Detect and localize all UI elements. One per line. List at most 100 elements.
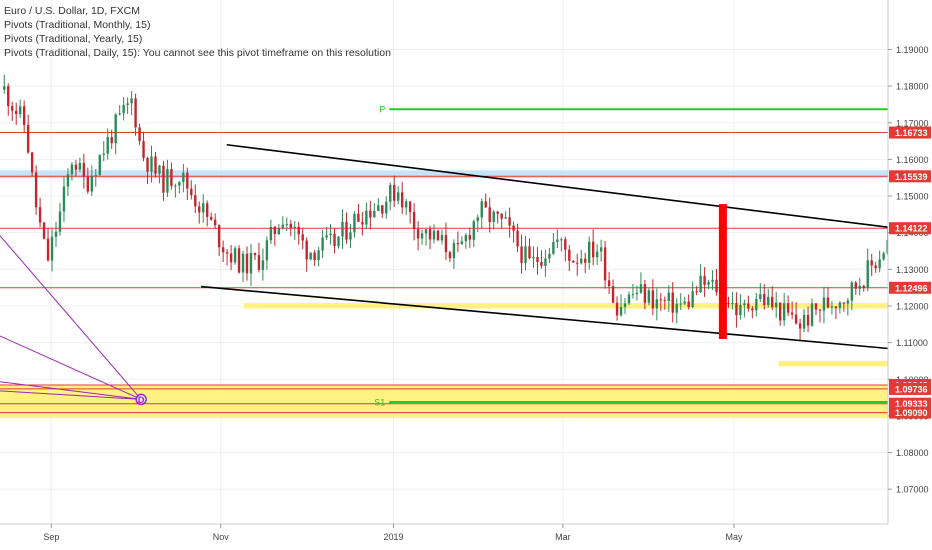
candle-body <box>420 233 424 239</box>
candle-body <box>198 206 201 213</box>
candle <box>508 207 511 238</box>
candle <box>253 252 257 260</box>
candle <box>198 201 201 224</box>
candle <box>281 216 285 230</box>
candle-body <box>775 302 778 308</box>
candle-body <box>643 284 647 303</box>
candle-body <box>269 226 273 241</box>
candle <box>58 202 62 236</box>
candle <box>102 141 105 162</box>
candle-body <box>186 172 189 189</box>
candle <box>333 228 336 254</box>
x-tick-label: Nov <box>213 532 230 542</box>
candle-body <box>703 275 706 285</box>
y-tick-label: 1.07000 <box>896 485 929 495</box>
candle-body <box>265 240 269 261</box>
candle-body <box>790 312 794 315</box>
candle-body <box>564 239 567 250</box>
candle-body <box>114 114 117 144</box>
candle-body <box>806 314 810 326</box>
candle-body <box>329 233 332 236</box>
candle-body <box>464 235 468 242</box>
candle-body <box>548 253 551 259</box>
candle <box>190 180 193 200</box>
candle-body <box>727 303 730 305</box>
candle <box>361 211 364 236</box>
candle-body <box>858 285 861 289</box>
candle-body <box>667 292 670 301</box>
candle <box>679 293 682 311</box>
candle-body <box>834 306 838 309</box>
candle <box>369 200 372 230</box>
candle <box>337 236 340 249</box>
candle <box>778 302 782 326</box>
candle-body <box>866 260 869 288</box>
candle-body <box>651 290 655 309</box>
candle-body <box>241 253 245 273</box>
candle <box>743 299 746 318</box>
candle <box>365 202 368 230</box>
candle <box>623 297 627 314</box>
candle <box>130 91 133 116</box>
candle-body <box>826 297 830 308</box>
candle <box>194 184 197 214</box>
candle <box>146 156 149 185</box>
candle-body <box>520 246 523 263</box>
candle-body <box>556 239 559 243</box>
candle-body <box>110 137 113 144</box>
candle <box>703 267 706 297</box>
candle <box>142 131 145 162</box>
candle <box>560 237 563 252</box>
candle <box>759 283 762 303</box>
candle <box>456 231 460 252</box>
candle <box>576 253 579 276</box>
candle-body <box>711 279 714 282</box>
candle <box>512 221 515 243</box>
candle <box>178 181 181 194</box>
candle-body <box>500 213 503 219</box>
candle <box>381 204 384 218</box>
price-zone <box>778 360 932 367</box>
candle-body <box>580 258 583 264</box>
candle <box>66 168 70 197</box>
y-tick-label: 1.12000 <box>896 301 929 311</box>
candle-body <box>202 203 205 213</box>
candle <box>397 186 400 205</box>
candle-body <box>623 303 627 308</box>
candle-body <box>408 201 412 212</box>
candle-body <box>154 156 157 174</box>
candle <box>548 247 551 263</box>
candle-body <box>325 235 328 238</box>
indicator-label: Pivots (Traditional, Monthly, 15) <box>4 19 151 31</box>
candle <box>440 229 444 245</box>
candle-body <box>552 242 555 254</box>
fan-line <box>0 234 142 400</box>
candle-body <box>639 284 643 293</box>
candle <box>206 200 209 227</box>
candle-body <box>389 185 392 202</box>
price-level-badge <box>889 281 931 294</box>
candle <box>834 306 838 320</box>
candle <box>408 201 412 224</box>
candle <box>862 284 865 292</box>
candle <box>217 224 221 256</box>
candle <box>647 288 651 306</box>
candle-body <box>62 186 66 212</box>
candle-body <box>810 303 814 326</box>
candle <box>11 101 14 121</box>
candle <box>476 214 479 233</box>
candle <box>202 194 205 223</box>
candle-body <box>30 152 34 173</box>
candle-body <box>524 246 527 263</box>
candle-body <box>460 241 464 244</box>
candle <box>735 292 738 328</box>
indicator-label: Pivots (Traditional, Yearly, 15) <box>4 33 143 45</box>
candle-body <box>484 201 487 208</box>
candle <box>866 248 869 292</box>
candle-body <box>778 302 782 321</box>
candle <box>627 291 631 306</box>
candle-body <box>225 252 229 254</box>
candle-body <box>261 260 265 270</box>
candle-body <box>615 302 619 316</box>
